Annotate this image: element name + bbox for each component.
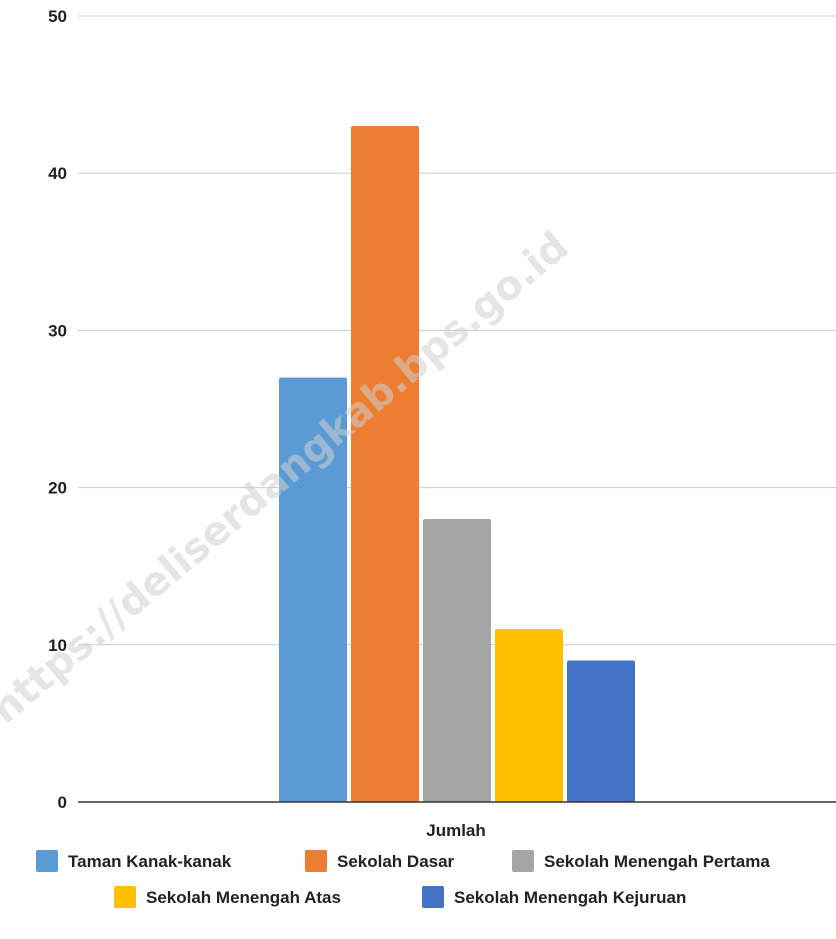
legend-swatch: [305, 850, 327, 872]
gridlines: [78, 15, 836, 646]
y-tick-label: 50: [48, 7, 67, 26]
y-tick-label: 40: [48, 164, 67, 183]
bars: [279, 126, 635, 803]
y-tick-label: 0: [58, 793, 67, 812]
legend-swatch: [422, 886, 444, 908]
y-tick-label: 10: [48, 636, 67, 655]
bar-sekolah-dasar: [351, 126, 419, 803]
legend-label: Sekolah Menengah Atas: [146, 888, 341, 907]
bar-sekolah-menengah-atas: [495, 629, 563, 802]
legend-label: Taman Kanak-kanak: [68, 852, 232, 871]
legend-label: Sekolah Dasar: [337, 852, 455, 871]
bar-taman-kanak-kanak: [279, 377, 347, 802]
legend-label: Sekolah Menengah Kejuruan: [454, 888, 686, 907]
legend-label: Sekolah Menengah Pertama: [544, 852, 770, 871]
legend-swatch: [114, 886, 136, 908]
legend-swatch: [36, 850, 58, 872]
legend-swatch: [512, 850, 534, 872]
y-tick-label: 20: [48, 479, 67, 498]
x-category-label: Jumlah: [426, 821, 486, 840]
y-axis-ticks: 0 10 20 30 40 50: [48, 7, 67, 812]
y-tick-label: 30: [48, 321, 67, 340]
bar-sekolah-menengah-pertama: [423, 519, 491, 802]
legend: Taman Kanak-kanak Sekolah Dasar Sekolah Me…: [36, 850, 770, 908]
bar-sekolah-menengah-kejuruan: [567, 660, 635, 802]
